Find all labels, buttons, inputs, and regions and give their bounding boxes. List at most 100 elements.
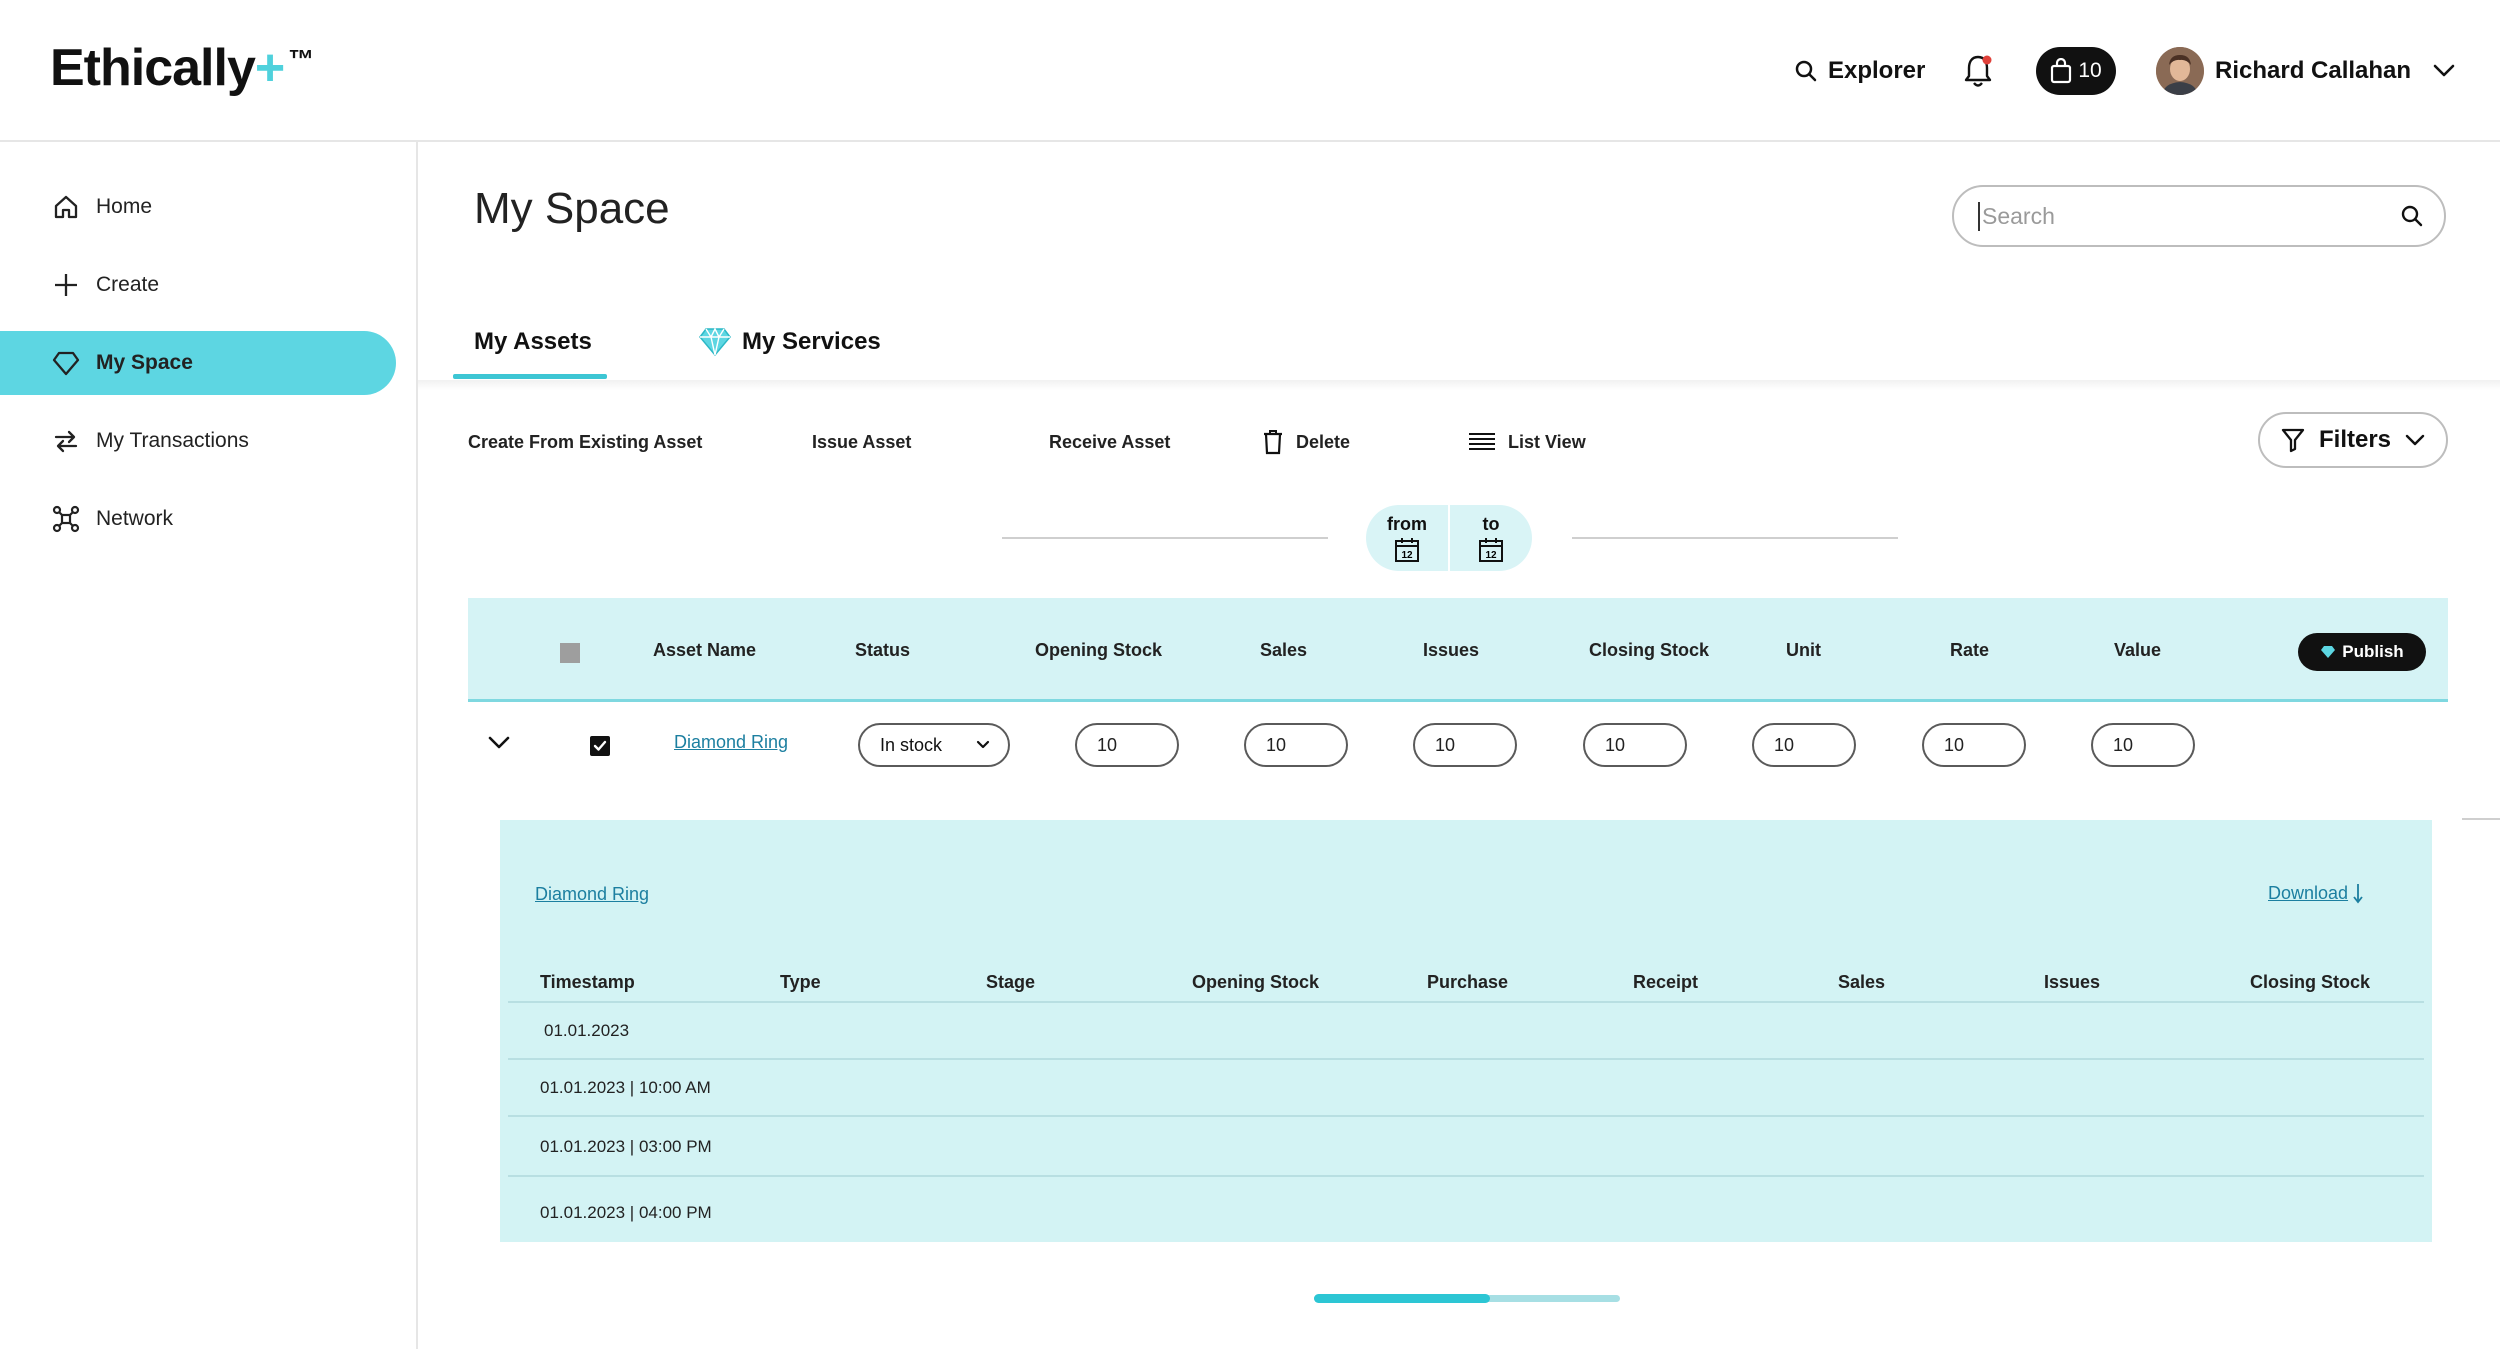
chevron-down-icon xyxy=(976,740,990,750)
issues-input[interactable]: 10 xyxy=(1413,723,1517,767)
opening-stock-input[interactable]: 10 xyxy=(1075,723,1179,767)
timestamp-cell: 01.01.2023 | 03:00 PM xyxy=(540,1137,712,1156)
col-rate[interactable]: Rate xyxy=(1950,639,1990,660)
horizontal-scrollbar-thumb[interactable] xyxy=(1314,1294,1490,1303)
col-sales[interactable]: Sales xyxy=(1260,639,1308,660)
search-icon xyxy=(1794,59,1818,83)
col-asset-name[interactable]: Asset Name xyxy=(653,639,757,660)
col-issues[interactable]: Issues xyxy=(1423,639,1480,660)
sidebar-item-label: Create xyxy=(96,273,160,296)
col-status[interactable]: Status xyxy=(855,639,911,660)
shopping-bag-icon xyxy=(2050,58,2072,84)
explorer-link[interactable]: Explorer xyxy=(1794,48,1925,94)
tabs-divider xyxy=(418,380,2500,390)
col-unit[interactable]: Unit xyxy=(1786,639,1821,660)
status-dropdown[interactable]: In stock xyxy=(858,723,1010,767)
search-box[interactable] xyxy=(1952,185,2446,247)
date-range-picker: from 12 to 12 xyxy=(1366,505,1532,571)
calendar-icon: 12 xyxy=(1394,537,1420,563)
asset-detail-panel: Diamond Ring Download Timestamp Type Sta… xyxy=(500,820,2432,1242)
sidebar-item-home[interactable]: Home xyxy=(0,175,396,239)
receive-asset-button[interactable]: Receive Asset xyxy=(1049,431,1171,452)
sidebar-item-network[interactable]: Network xyxy=(0,487,396,551)
home-icon xyxy=(52,193,80,221)
top-header: Ethically+ ™ Explorer 10 Richard Callahan xyxy=(0,0,2500,142)
brand-logo[interactable]: Ethically+ ™ xyxy=(50,39,314,97)
date-to-button[interactable]: to 12 xyxy=(1448,505,1532,571)
diamond-icon xyxy=(52,349,80,377)
divider xyxy=(2462,818,2500,820)
tab-my-assets[interactable]: My Assets xyxy=(474,328,592,355)
network-icon xyxy=(52,505,80,533)
date-from-button[interactable]: from 12 xyxy=(1387,513,1427,563)
detail-asset-link[interactable]: Diamond Ring xyxy=(535,884,650,904)
search-icon[interactable] xyxy=(2400,204,2424,228)
list-item: 01.01.2023 | 04:00 PM xyxy=(508,1175,2424,1242)
detail-col-opening-stock: Opening Stock xyxy=(1192,972,1320,992)
svg-text:12: 12 xyxy=(1485,550,1497,561)
sidebar-item-label: Home xyxy=(96,195,153,218)
assets-table-header: Asset Name Status Opening Stock Sales Is… xyxy=(468,598,2448,702)
sidebar-item-label: Network xyxy=(96,507,174,530)
filters-button[interactable]: Filters xyxy=(2258,412,2448,468)
unit-input[interactable]: 10 xyxy=(1752,723,1856,767)
download-link[interactable]: Download xyxy=(2268,882,2364,904)
closing-stock-input[interactable]: 10 xyxy=(1583,723,1687,767)
select-all-checkbox[interactable] xyxy=(560,643,580,663)
detail-col-closing-stock: Closing Stock xyxy=(2250,972,2371,992)
sidebar-item-my-transactions[interactable]: My Transactions xyxy=(0,409,396,473)
chevron-down-icon xyxy=(2433,64,2455,78)
value-input[interactable]: 10 xyxy=(2091,723,2195,767)
publish-button[interactable]: Publish xyxy=(2298,633,2426,671)
sidebar-item-create[interactable]: Create xyxy=(0,253,396,317)
user-name: Richard Callahan xyxy=(2215,57,2412,84)
page-title: My Space xyxy=(474,184,670,233)
calendar-icon: 12 xyxy=(1478,537,1504,563)
notification-bell-icon[interactable] xyxy=(1962,53,1994,89)
swap-arrows-icon xyxy=(52,427,80,455)
list-item: 01.01.2023 | 10:00 AM xyxy=(508,1058,2424,1115)
col-closing-stock[interactable]: Closing Stock xyxy=(1589,639,1710,660)
search-input[interactable] xyxy=(1978,201,2400,231)
list-item: 01.01.2023 xyxy=(508,1001,2424,1058)
trash-icon xyxy=(1262,429,1284,455)
gem-icon xyxy=(2320,645,2336,659)
expand-row-chevron-icon[interactable] xyxy=(488,736,510,750)
create-from-existing-button[interactable]: Create From Existing Asset xyxy=(468,431,703,452)
tab-my-services[interactable]: My Services xyxy=(698,318,881,366)
col-value[interactable]: Value xyxy=(2114,639,2162,660)
explorer-label: Explorer xyxy=(1828,57,1926,84)
col-opening-stock[interactable]: Opening Stock xyxy=(1035,639,1163,660)
gem-icon xyxy=(698,327,732,357)
date-from-line xyxy=(1002,537,1328,539)
issue-asset-button[interactable]: Issue Asset xyxy=(812,431,912,452)
list-view-button[interactable]: List View xyxy=(1468,420,1586,464)
row-checkbox[interactable] xyxy=(590,736,610,756)
timestamp-cell: 01.01.2023 | 10:00 AM xyxy=(540,1078,711,1097)
date-to-line xyxy=(1572,537,1898,539)
svg-text:12: 12 xyxy=(1401,550,1413,561)
asset-name-link[interactable]: Diamond Ring xyxy=(674,732,789,752)
user-menu[interactable]: Richard Callahan xyxy=(2215,48,2455,94)
delete-button[interactable]: Delete xyxy=(1262,420,1350,464)
timestamp-cell: 01.01.2023 | 04:00 PM xyxy=(540,1203,712,1222)
detail-col-stage: Stage xyxy=(986,972,1036,992)
detail-col-timestamp: Timestamp xyxy=(540,972,635,992)
arrow-down-icon xyxy=(2352,882,2364,904)
sales-input[interactable]: 10 xyxy=(1244,723,1348,767)
detail-col-receipt: Receipt xyxy=(1633,972,1699,992)
detail-col-purchase: Purchase xyxy=(1427,972,1509,992)
sidebar-item-label: My Space xyxy=(96,351,193,374)
rate-input[interactable]: 10 xyxy=(1922,723,2026,767)
cart-count: 10 xyxy=(2078,59,2102,82)
sidebar-item-label: My Transactions xyxy=(96,429,249,452)
active-tab-indicator xyxy=(453,374,607,379)
cart-button[interactable]: 10 xyxy=(2036,47,2116,95)
detail-col-type: Type xyxy=(780,972,821,992)
chevron-down-icon xyxy=(2405,434,2425,446)
sidebar-item-my-space[interactable]: My Space xyxy=(0,331,396,395)
plus-icon xyxy=(52,271,80,299)
sidebar: Home Create My Space My Transactions Net… xyxy=(0,142,418,1349)
table-row: Diamond Ring In stock 10 10 10 10 10 10 … xyxy=(468,702,2448,792)
avatar[interactable] xyxy=(2156,47,2204,95)
